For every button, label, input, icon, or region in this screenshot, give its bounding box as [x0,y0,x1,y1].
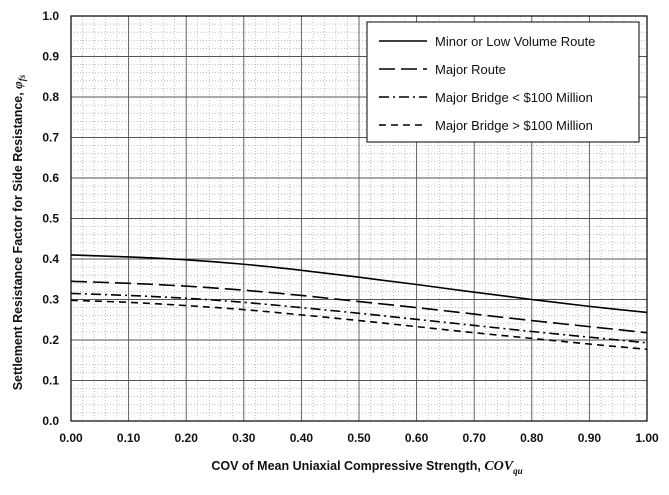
y-tick-label: 0.7 [42,131,59,145]
series-lines [70,254,648,351]
y-axis-ticks: 0.0 0.1 0.2 0.3 0.4 0.5 0.6 0.7 0.8 0.9 1.0 [42,9,59,428]
y-tick-label: 0.9 [42,50,59,64]
series-line-2 [70,280,648,334]
legend-items: Minor or Low Volume Route Major Route Majo… [379,34,595,133]
y-tick-label: 0.5 [42,212,59,226]
x-axis-ticks: 0.00 0.10 0.20 0.30 0.40 0.50 0.60 0.70 0.80 0.90… [59,431,659,445]
y-axis-title-text: Settlement Resistance Factor for Side Re… [11,89,25,391]
legend-box [366,21,640,143]
y-tick-label: 1.0 [42,9,59,23]
y-axis-title: Settlement Resistance Factor for Side Re… [10,74,27,390]
x-tick-label: 0.30 [232,431,256,445]
x-tick-label: 0.20 [175,431,199,445]
x-tick-label: 1.00 [635,431,659,445]
series-line-4 [70,299,648,351]
x-tick-label: 0.10 [117,431,141,445]
x-tick-label: 0.40 [290,431,314,445]
x-tick-label: 0.90 [578,431,602,445]
x-axis-title-symbol: COV [484,459,514,474]
y-axis-title-subscript: fs [17,74,27,81]
y-tick-label: 0.6 [42,171,59,185]
x-tick-label: 0.70 [463,431,487,445]
x-tick-label: 0.60 [405,431,429,445]
series-line-3 [70,292,648,344]
legend: Minor or Low Volume Route Major Route Majo… [366,21,640,143]
y-tick-label: 0.4 [42,252,59,266]
plot-area-frame [70,15,648,422]
series-line-1 [70,254,648,314]
x-axis-title: COV of Mean Uniaxial Compressive Strengt… [211,459,522,476]
y-tick-label: 0.0 [42,414,59,428]
x-axis-title-subscript: qu [513,466,523,476]
x-tick-label: 0.50 [347,431,371,445]
legend-label-4: Major Bridge > $100 Million [435,118,593,133]
y-tick-label: 0.3 [42,293,59,307]
legend-label-1: Minor or Low Volume Route [435,34,595,49]
x-axis-title-text: COV of Mean Uniaxial Compressive Strengt… [211,459,484,473]
y-axis-title-symbol: φ [10,81,25,89]
x-tick-label: 0.80 [520,431,544,445]
legend-label-2: Major Route [435,62,506,77]
y-tick-label: 0.8 [42,90,59,104]
y-tick-label: 0.1 [42,374,59,388]
legend-label-3: Major Bridge < $100 Million [435,90,593,105]
x-tick-label: 0.00 [59,431,83,445]
y-tick-label: 0.2 [42,333,59,347]
